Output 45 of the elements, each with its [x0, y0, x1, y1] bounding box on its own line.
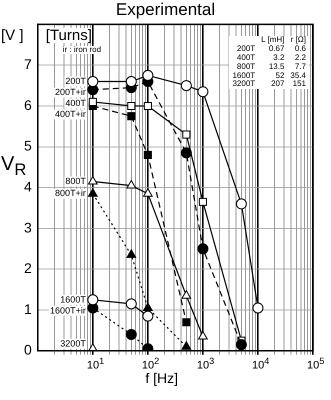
- annotation: 400T: [236, 52, 256, 63]
- y-tick-label: 1: [24, 300, 32, 317]
- series-label: 1600T: [60, 294, 86, 304]
- series-label: 1600T+ir: [50, 305, 86, 316]
- annotation: [Turns]: [46, 27, 92, 44]
- text: [V ]: [1, 27, 24, 44]
- annotation: 800T: [236, 62, 256, 72]
- series-label: 400T+ir: [55, 109, 86, 120]
- series-label: 800T: [65, 176, 86, 186]
- y-axis-title: V$_{R}$: [1, 152, 26, 179]
- series-label: 400T: [65, 98, 86, 108]
- x-tick-label: 10$^{1}$: [86, 356, 104, 372]
- y-tick-label: 6: [24, 96, 32, 113]
- y-tick-label: 4: [24, 178, 32, 194]
- x-axis-title: f [Hz]: [145, 370, 178, 386]
- annotation: 7.7: [294, 62, 307, 72]
- chart-title: Experimental: [116, 0, 216, 19]
- y-tick-label: 3: [24, 219, 32, 236]
- annotation: 200T: [236, 44, 256, 54]
- annotation: L [mH]: [260, 35, 286, 46]
- annotation: 1600T: [231, 70, 256, 80]
- series-label: 200T+ir: [55, 87, 86, 98]
- y-tick-label: 5: [24, 138, 32, 154]
- annotation: 0.67: [268, 44, 286, 54]
- annotation: 3200T: [231, 79, 256, 90]
- x-tick-label: 10$^{5}$: [307, 356, 324, 372]
- y-tick-label: 2: [24, 260, 32, 276]
- y-tick-label: 0: [24, 342, 32, 358]
- x-tick-label: 10$^{3}$: [196, 356, 214, 372]
- x-tick-label: 10$^{4}$: [252, 356, 270, 372]
- annotation: 3.2: [272, 52, 286, 63]
- annotation: 207: [270, 79, 286, 90]
- annotation: 151: [292, 79, 307, 90]
- x-tick-label: 10$^{2}$: [142, 356, 160, 372]
- annotation: 2.2: [294, 52, 307, 63]
- series-label: 800T+ir: [55, 188, 86, 198]
- annotation: ir : iron rod: [62, 45, 102, 54]
- annotation: 13.5: [268, 62, 286, 72]
- annotation: 35.4: [289, 70, 307, 80]
- series-label: 3200T: [60, 338, 86, 348]
- series-label: 200T: [65, 76, 86, 86]
- y-tick-label: 7: [24, 56, 32, 72]
- annotation: 52: [274, 70, 286, 80]
- annotation: 0.6: [294, 44, 307, 54]
- annotation: r [Ω]: [290, 35, 307, 46]
